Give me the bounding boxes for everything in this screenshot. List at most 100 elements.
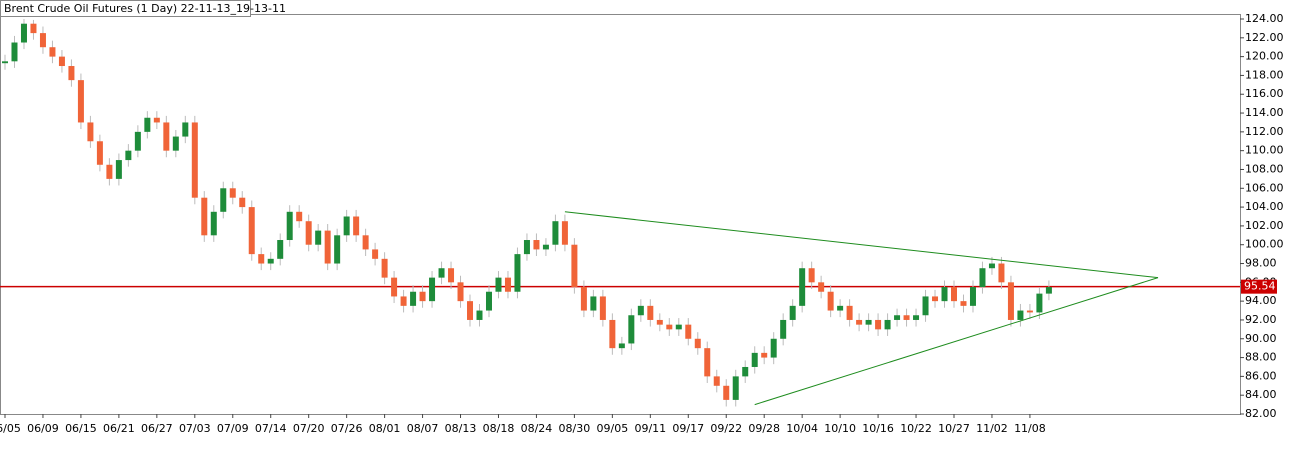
candle-body <box>704 348 711 377</box>
candle-body <box>808 268 815 283</box>
x-tick-label: 09/11 <box>634 422 666 435</box>
candle-body <box>998 263 1005 283</box>
y-tick-label: 108.00 <box>1245 162 1284 175</box>
candle-body <box>172 136 179 151</box>
candle-body <box>248 207 255 255</box>
candle-body <box>334 235 341 264</box>
candle-body <box>1017 310 1024 320</box>
candle-body <box>609 319 616 349</box>
chart-title: Brent Crude Oil Futures (1 Day) 22-11-13… <box>4 2 286 15</box>
candle-body <box>675 324 682 330</box>
candle-body <box>58 56 65 67</box>
candle-body <box>846 305 853 320</box>
candle-body <box>210 211 217 236</box>
candle-body <box>11 42 18 62</box>
candle-body <box>144 117 151 132</box>
candle-body <box>542 244 549 250</box>
y-tick-label: 120.00 <box>1245 50 1284 63</box>
x-tick-label: 10/04 <box>786 422 818 435</box>
candle-body <box>400 296 407 306</box>
candle-body <box>941 287 948 302</box>
x-tick-label: 11/02 <box>976 422 1008 435</box>
candle-body <box>913 315 920 320</box>
candle-body <box>552 221 559 245</box>
x-tick-label: 07/26 <box>331 422 363 435</box>
candle-body <box>182 122 189 137</box>
candle-body <box>618 343 625 349</box>
y-tick-label: 102.00 <box>1245 219 1284 232</box>
candle-body <box>694 338 701 349</box>
x-tick-label: 06/27 <box>141 422 173 435</box>
candle-body <box>742 366 749 377</box>
candle-body <box>637 305 644 316</box>
candle-body <box>590 296 597 311</box>
x-tick-label: 07/09 <box>217 422 249 435</box>
y-tick-label: 114.00 <box>1245 106 1284 119</box>
candle-body <box>315 230 322 245</box>
y-tick-label: 94.00 <box>1245 294 1277 307</box>
candle-body <box>837 305 844 311</box>
candle-body <box>514 254 521 292</box>
x-tick-label: 09/05 <box>597 422 629 435</box>
x-tick-label: 11/08 <box>1014 422 1046 435</box>
y-tick-label: 98.00 <box>1245 257 1277 270</box>
candle-body <box>220 188 227 212</box>
candle-body <box>628 315 635 344</box>
candle-body <box>969 287 976 306</box>
candle-body <box>751 352 758 367</box>
candle-body <box>68 66 75 81</box>
candle-body <box>362 235 369 250</box>
x-tick-label: 07/14 <box>255 422 287 435</box>
candle-body <box>1007 282 1014 320</box>
candle-body <box>960 301 967 306</box>
candle-body <box>429 277 436 302</box>
x-tick-label: 07/03 <box>179 422 211 435</box>
x-tick-label: 10/22 <box>900 422 932 435</box>
candle-body <box>229 188 236 198</box>
candle-body <box>115 160 122 179</box>
x-tick-label: 08/30 <box>559 422 591 435</box>
candle-body <box>770 338 777 358</box>
x-tick-label: 08/24 <box>521 422 553 435</box>
candle-body <box>1026 310 1033 313</box>
candle-body <box>353 216 360 236</box>
candle-body <box>979 268 986 288</box>
plot-frame <box>0 14 1241 415</box>
y-tick-label: 112.00 <box>1245 125 1284 138</box>
x-tick-label: 06/09 <box>27 422 59 435</box>
y-tick-label: 84.00 <box>1245 388 1277 401</box>
candle-body <box>39 33 46 48</box>
candle-body <box>305 221 312 245</box>
candle-body <box>125 150 132 161</box>
y-tick-label: 86.00 <box>1245 369 1277 382</box>
candle-body <box>523 240 530 255</box>
y-tick-label: 116.00 <box>1245 87 1284 100</box>
candle-body <box>723 385 730 400</box>
candle-body <box>789 305 796 320</box>
candle-body <box>666 324 673 330</box>
x-tick-label: 06/15 <box>65 422 97 435</box>
trendline <box>564 211 1159 279</box>
price-label: 95.54 <box>1244 280 1276 293</box>
candle-body <box>988 263 995 269</box>
x-tick-label: 09/28 <box>748 422 780 435</box>
x-tick-label: 07/20 <box>293 422 325 435</box>
candle-body <box>580 287 587 311</box>
y-tick-label: 122.00 <box>1245 31 1284 44</box>
candle-body <box>951 287 957 302</box>
candle-body <box>476 310 483 320</box>
title-box <box>0 0 251 17</box>
candle-body <box>258 254 265 264</box>
candle-body <box>134 131 141 151</box>
y-tick-label: 88.00 <box>1245 351 1277 364</box>
candle-body <box>884 319 891 330</box>
candle-body <box>296 211 303 222</box>
x-tick-label: 10/16 <box>862 422 894 435</box>
candle-body <box>267 258 274 264</box>
candle-body <box>153 117 160 123</box>
candle-body <box>106 164 113 179</box>
candle-body <box>922 296 929 316</box>
candle-body <box>713 376 720 386</box>
